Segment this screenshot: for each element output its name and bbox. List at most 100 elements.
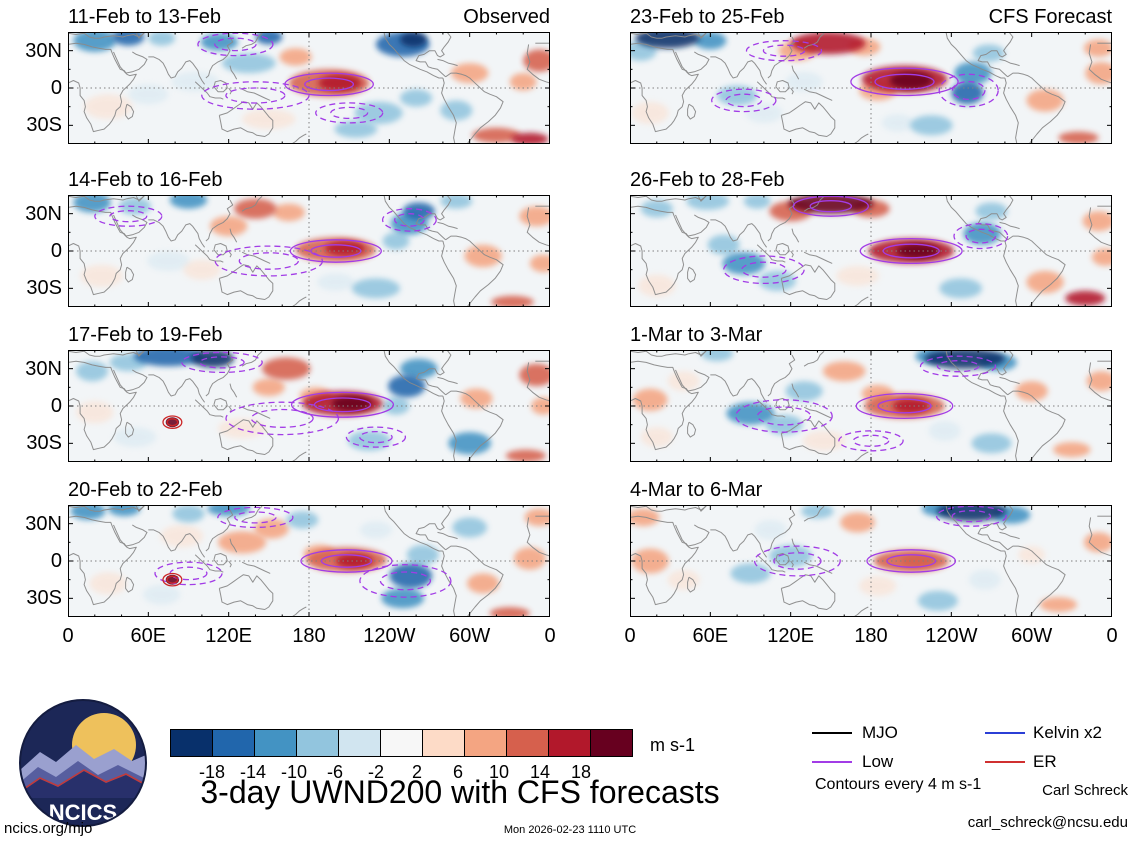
colorbar-tick-label: 10: [488, 762, 510, 782]
colorbar-units-label: m s-1: [650, 735, 695, 755]
x-tick-label: 120E: [205, 625, 253, 647]
map-panel-2: 17-Feb to 19-Feb: [68, 324, 550, 462]
ncics-logo: NCICS: [18, 698, 148, 828]
panel-title-bar: 11-Feb to 13-Feb Observed: [68, 6, 550, 28]
legend-label-kelvin: Kelvin x2: [1033, 723, 1102, 742]
legend-label-mjo: MJO: [862, 723, 898, 742]
panel-title-bar: 20-Feb to 22-Feb: [68, 479, 550, 501]
y-tick-label: 30N: [25, 357, 62, 380]
map-canvas-1: [68, 195, 550, 307]
panel-title-bar: 1-Mar to 3-Mar: [630, 324, 1112, 346]
map-panel-5: 26-Feb to 28-Feb: [630, 169, 1112, 307]
x-tick-label: 120W: [363, 625, 416, 647]
colorbar-cell: [465, 730, 507, 756]
map-canvas-3: [68, 505, 550, 617]
x-tick-label: 60E: [130, 625, 167, 647]
panel-title-bar: 4-Mar to 6-Mar: [630, 479, 1112, 501]
x-tick-label: 0: [62, 625, 74, 647]
x-tick-label: 60W: [1011, 625, 1053, 647]
map-canvas-6: [630, 350, 1112, 462]
panel-title-bar: 17-Feb to 19-Feb: [68, 324, 550, 346]
x-tick-label: 180: [854, 625, 888, 647]
y-tick-label: 30N: [25, 39, 62, 62]
panel-title: 17-Feb to 19-Feb: [68, 324, 223, 346]
panel-title: 1-Mar to 3-Mar: [630, 324, 763, 346]
y-tick-label: 0: [50, 77, 62, 99]
map-panel-6: 1-Mar to 3-Mar: [630, 324, 1112, 462]
colorbar-cell: [297, 730, 339, 756]
logo-text: NCICS: [49, 800, 117, 825]
colorbar-tick-label: -14: [239, 762, 267, 782]
colorbar-cell: [507, 730, 549, 756]
credit-email: carl_schreck@ncsu.edu: [967, 814, 1128, 831]
x-tick-label: 60E: [692, 625, 729, 647]
x-tick-label: 60W: [449, 625, 491, 647]
panel-title: 20-Feb to 22-Feb: [68, 479, 223, 501]
x-tick-label: 0: [624, 625, 636, 647]
map-panel-0: 11-Feb to 13-Feb Observed: [68, 6, 550, 144]
x-tick-label: 0: [1106, 625, 1118, 647]
map-panel-4: 23-Feb to 25-Feb CFS Forecast: [630, 6, 1112, 144]
column-tag: CFS Forecast: [988, 6, 1112, 28]
panel-title-bar: 14-Feb to 16-Feb: [68, 169, 550, 191]
colorbar-cell: [339, 730, 381, 756]
y-tick-label: 30S: [26, 114, 62, 137]
colorbar-cell: [591, 730, 632, 756]
credit-name: Carl Schreck: [1042, 782, 1128, 799]
panel-title-bar: 23-Feb to 25-Feb CFS Forecast: [630, 6, 1112, 28]
map-panel-1: 14-Feb to 16-Feb: [68, 169, 550, 307]
colorbar-cell: [423, 730, 465, 756]
panel-title: 14-Feb to 16-Feb: [68, 169, 223, 191]
x-tick-label: 180: [292, 625, 326, 647]
panel-title-bar: 26-Feb to 28-Feb: [630, 169, 1112, 191]
colorbar-tick-label: -6: [326, 762, 344, 782]
legend-line-1: [812, 761, 852, 763]
map-canvas-2: [68, 350, 550, 462]
colorbar-tick-label: -10: [280, 762, 308, 782]
colorbar-tick-label: 2: [411, 762, 423, 782]
map-panel-7: 4-Mar to 6-Mar: [630, 479, 1112, 617]
y-tick-label: 30N: [25, 202, 62, 225]
ncics-logo-icon: NCICS: [19, 699, 147, 827]
map-panel-3: 20-Feb to 22-Feb: [68, 479, 550, 617]
contour-interval-note: Contours every 4 m s-1: [815, 776, 982, 793]
legend-line-2: [985, 732, 1025, 734]
colorbar-tick-label: 18: [570, 762, 592, 782]
colorbar-cell: [213, 730, 255, 756]
panel-title: 11-Feb to 13-Feb: [68, 6, 222, 28]
map-canvas-4: [630, 32, 1112, 144]
x-tick-label: 120E: [767, 625, 815, 647]
colorbar-cell: [549, 730, 591, 756]
figure-title: 3-day UWND200 with CFS forecasts: [200, 774, 720, 810]
colorbar-tick-label: 6: [452, 762, 464, 782]
colorbar-tick-label: -18: [198, 762, 226, 782]
panel-title: 23-Feb to 25-Feb: [630, 6, 785, 28]
y-tick-label: 30S: [26, 277, 62, 300]
colorbar-tick-label: 14: [529, 762, 551, 782]
x-tick-label: 0: [544, 625, 556, 647]
y-tick-label: 0: [50, 240, 62, 262]
x-tick-label: 120W: [925, 625, 978, 647]
footer-timestamp: Mon 2026-02-23 1110 UTC: [503, 824, 637, 836]
footer-site-text: ncics.org/mjo: [4, 820, 93, 837]
legend-label-low: Low: [862, 752, 894, 771]
map-canvas-7: [630, 505, 1112, 617]
legend-label-er: ER: [1033, 752, 1057, 771]
map-canvas-5: [630, 195, 1112, 307]
y-tick-label: 0: [50, 550, 62, 572]
map-canvas-0: [68, 32, 550, 144]
column-tag: Observed: [463, 6, 550, 28]
colorbar-cell: [171, 730, 213, 756]
y-tick-label: 0: [50, 395, 62, 417]
colorbar-tick-label: -2: [367, 762, 385, 782]
panel-title: 26-Feb to 28-Feb: [630, 169, 785, 191]
colorbar-cell: [381, 730, 423, 756]
y-tick-label: 30S: [26, 432, 62, 455]
y-tick-label: 30S: [26, 587, 62, 610]
legend-line-3: [985, 761, 1025, 763]
y-tick-label: 30N: [25, 512, 62, 535]
colorbar-bar: [170, 729, 633, 757]
panel-title: 4-Mar to 6-Mar: [630, 479, 763, 501]
legend-line-0: [812, 732, 852, 734]
